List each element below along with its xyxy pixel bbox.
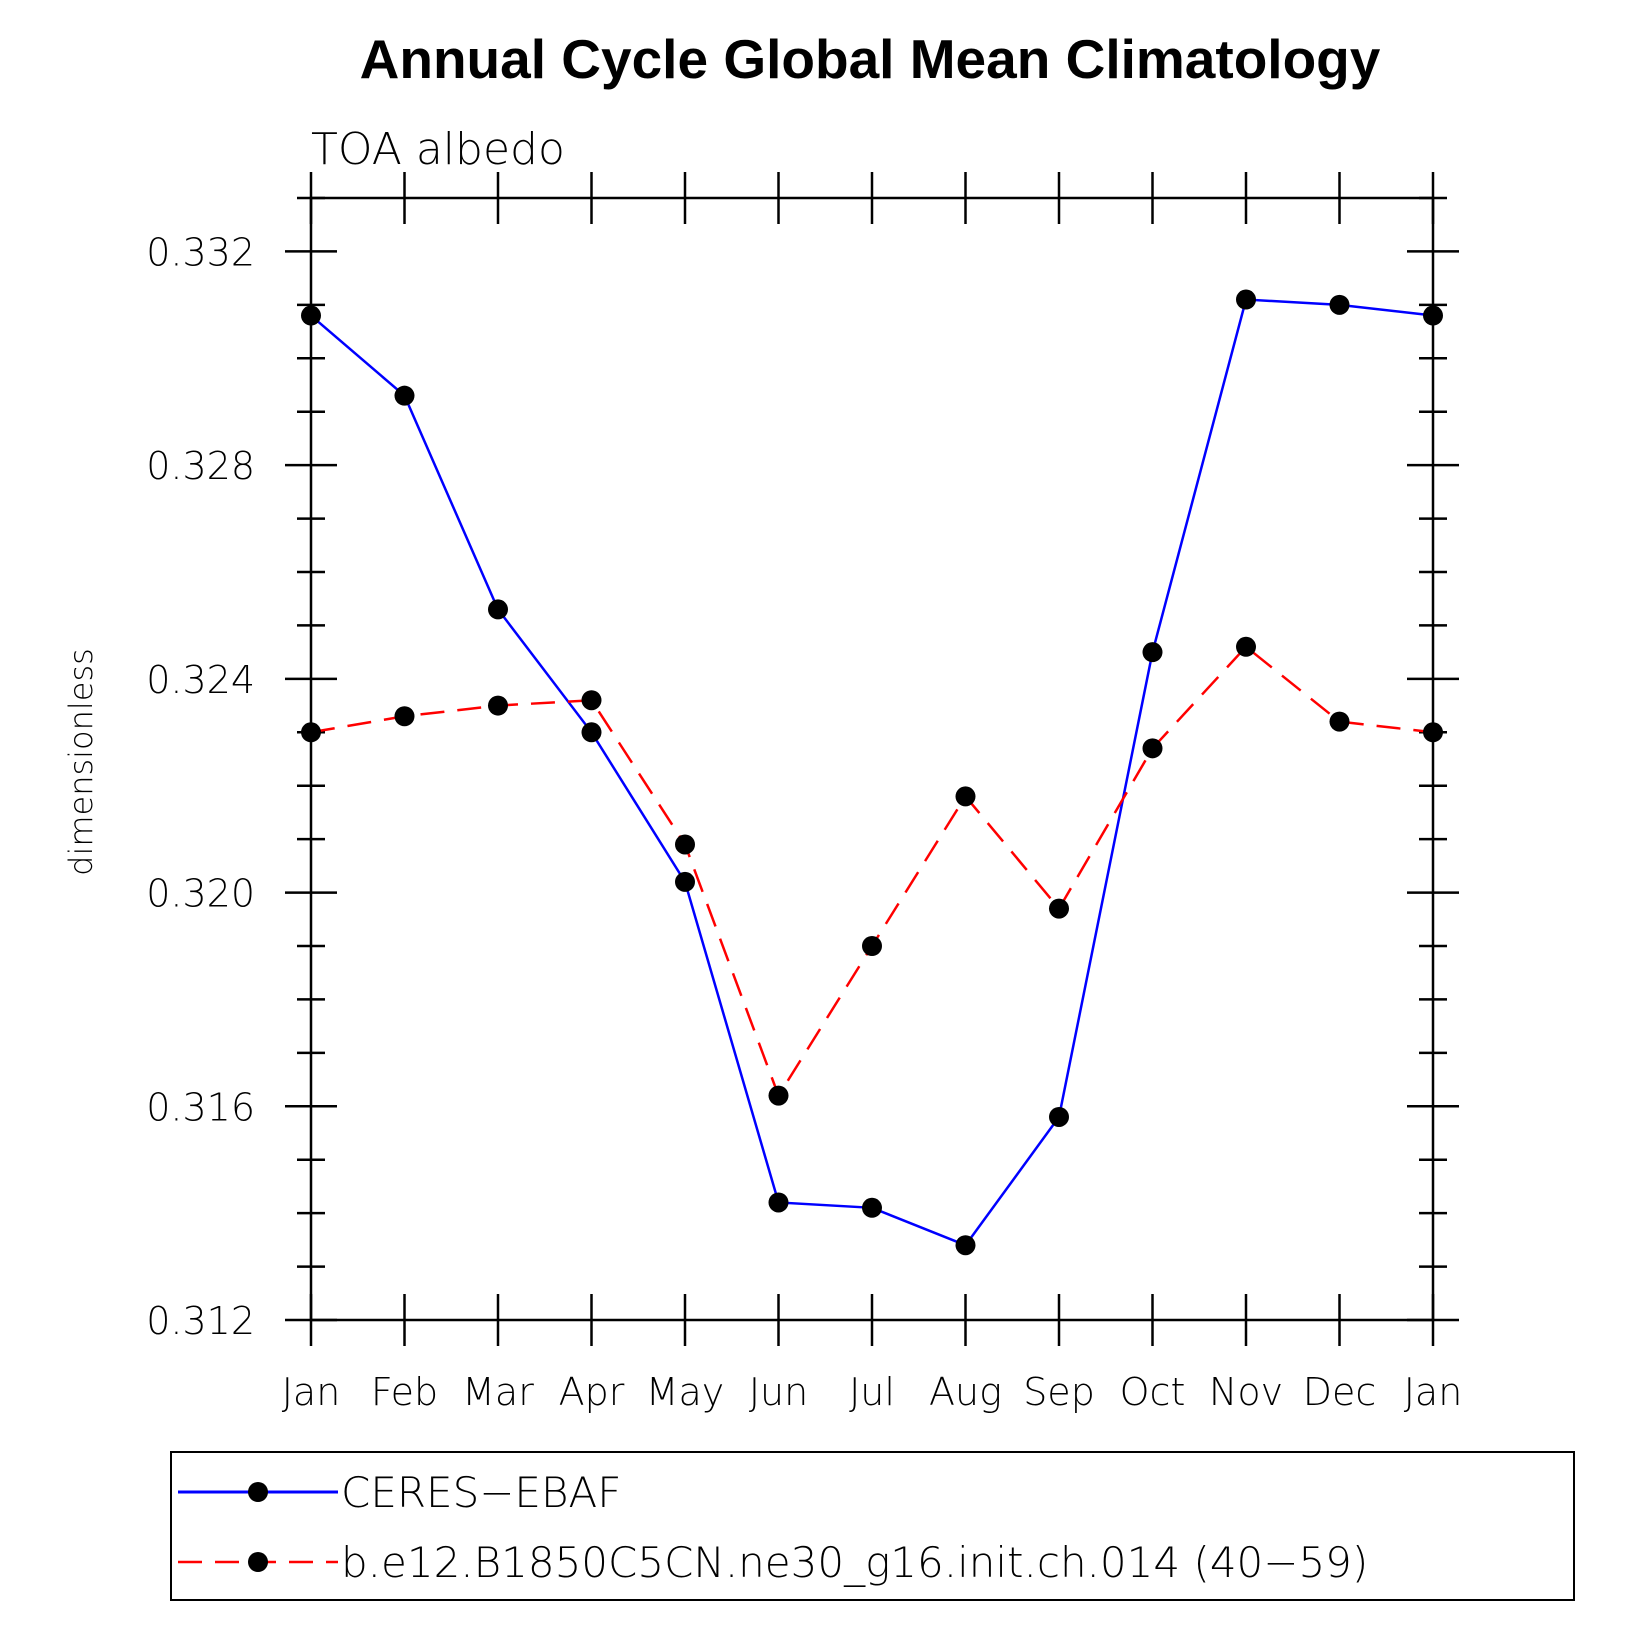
x-tick-label: Jan <box>1404 1370 1463 1414</box>
data-point-series-1 <box>488 695 508 716</box>
legend-marker-model <box>248 1552 268 1572</box>
legend-label-ceres: CERES−EBAF <box>341 1468 621 1517</box>
data-point-series-1 <box>1049 898 1069 919</box>
y-axis-label: dimensionless <box>62 648 100 876</box>
legend-entry-model: b.e12.B1850C5CN.ne30_g16.init.ch.014 (40… <box>178 1538 1368 1587</box>
x-tick-label: Aug <box>929 1370 1002 1414</box>
y-tick-label: 0.324 <box>146 658 255 702</box>
plot-frame <box>309 196 1435 1322</box>
series-group <box>301 289 1443 1256</box>
x-tick-label: Mar <box>462 1370 534 1414</box>
x-tick-label: Oct <box>1120 1370 1186 1414</box>
chart-title: Annual Cycle Global Mean Climatology <box>360 28 1381 90</box>
series-line-1 <box>310 645 1434 1099</box>
x-tick-label: Feb <box>371 1370 438 1414</box>
x-tick-label: May <box>646 1370 725 1414</box>
y-tick-label: 0.328 <box>146 444 255 488</box>
data-point-series-0 <box>675 871 695 892</box>
legend-label-model: b.e12.B1850C5CN.ne30_g16.init.ch.014 (40… <box>341 1538 1368 1587</box>
data-point-series-0 <box>1236 289 1256 310</box>
x-tick-label: Sep <box>1023 1370 1095 1414</box>
data-point-series-1 <box>581 690 602 711</box>
x-tick-label: Dec <box>1303 1370 1377 1414</box>
data-point-series-0 <box>862 1197 882 1218</box>
x-tick-label: Apr <box>559 1370 625 1414</box>
data-point-series-1 <box>301 722 321 743</box>
data-point-series-0 <box>488 599 508 620</box>
data-point-series-0 <box>581 722 602 743</box>
y-tick-labels: 0.312 0.316 0.320 0.324 0.328 0.332 <box>146 230 255 1343</box>
legend-entry-ceres: CERES−EBAF <box>178 1468 621 1517</box>
data-point-series-1 <box>1236 636 1256 657</box>
data-point-series-1 <box>1423 722 1443 743</box>
data-point-series-1 <box>862 936 882 956</box>
data-point-series-0 <box>301 305 321 326</box>
data-point-series-1 <box>768 1085 789 1106</box>
data-point-series-1 <box>1142 738 1163 759</box>
data-point-series-0 <box>1329 294 1350 315</box>
legend-box <box>170 1451 1575 1601</box>
data-point-series-0 <box>1423 305 1443 326</box>
y-tick-label: 0.332 <box>146 230 255 274</box>
data-point-series-1 <box>1329 711 1350 732</box>
data-point-series-1 <box>675 834 695 855</box>
data-point-series-1 <box>394 706 415 727</box>
x-tick-label: Nov <box>1209 1370 1283 1414</box>
y-tick-label: 0.312 <box>146 1299 255 1343</box>
x-tick-label: Jan <box>282 1370 341 1414</box>
series-line-0 <box>310 298 1434 1247</box>
y-tick-label: 0.320 <box>146 872 255 916</box>
legend-marker-ceres <box>248 1482 268 1502</box>
x-tick-label: Jul <box>849 1370 895 1414</box>
data-point-series-0 <box>394 385 415 406</box>
chart-subtitle: TOA albedo <box>311 124 565 175</box>
data-point-series-0 <box>768 1192 789 1213</box>
axis-ticks <box>285 172 1459 1346</box>
y-tick-label: 0.316 <box>146 1085 255 1129</box>
x-tick-label: Jun <box>749 1370 808 1414</box>
data-point-series-0 <box>1142 642 1163 663</box>
data-point-series-0 <box>955 1235 976 1256</box>
data-point-series-0 <box>1049 1106 1069 1127</box>
data-point-series-1 <box>955 786 976 807</box>
x-tick-labels: Jan Feb Mar Apr May Jun Jul Aug Sep Oct Nov Dec Jan <box>282 1370 1463 1414</box>
